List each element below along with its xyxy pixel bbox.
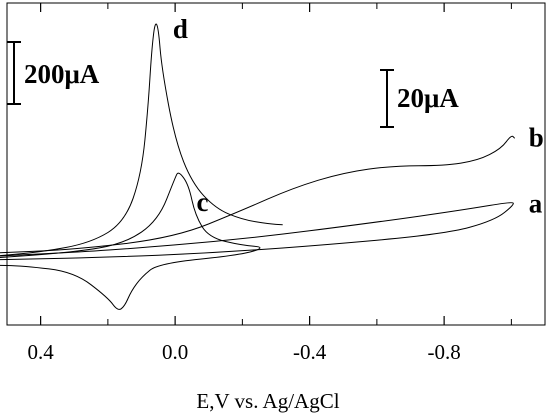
scale-bar-small: 20μA — [380, 69, 459, 128]
x-tick-label: -0.8 — [428, 340, 461, 364]
curve-label-a: a — [529, 188, 543, 218]
voltammetry-curves — [0, 23, 516, 310]
curve-label-d: d — [173, 14, 188, 44]
curve-labels: a b c d — [173, 14, 544, 219]
plot-frame — [6, 2, 546, 326]
scale-bar-large: 200μA — [7, 41, 100, 105]
x-tick-label: 0.4 — [28, 340, 55, 364]
curve-c — [0, 172, 261, 310]
curve-b — [0, 135, 516, 254]
scale-bar-large-label: 200μA — [24, 59, 100, 89]
x-axis-tick-labels: 0.4 0.0 -0.4 -0.8 — [28, 340, 461, 364]
curve-label-c: c — [197, 187, 209, 217]
x-tick-label: -0.4 — [293, 340, 327, 364]
scale-bar-small-label: 20μA — [397, 83, 459, 113]
curve-label-b: b — [529, 122, 544, 152]
x-tick-label: 0.0 — [162, 340, 188, 364]
x-axis-title: E,V vs. Ag/AgCl — [196, 389, 339, 413]
curve-a — [0, 202, 514, 261]
x-axis-ticks — [40, 3, 512, 325]
curve-d — [0, 23, 283, 257]
